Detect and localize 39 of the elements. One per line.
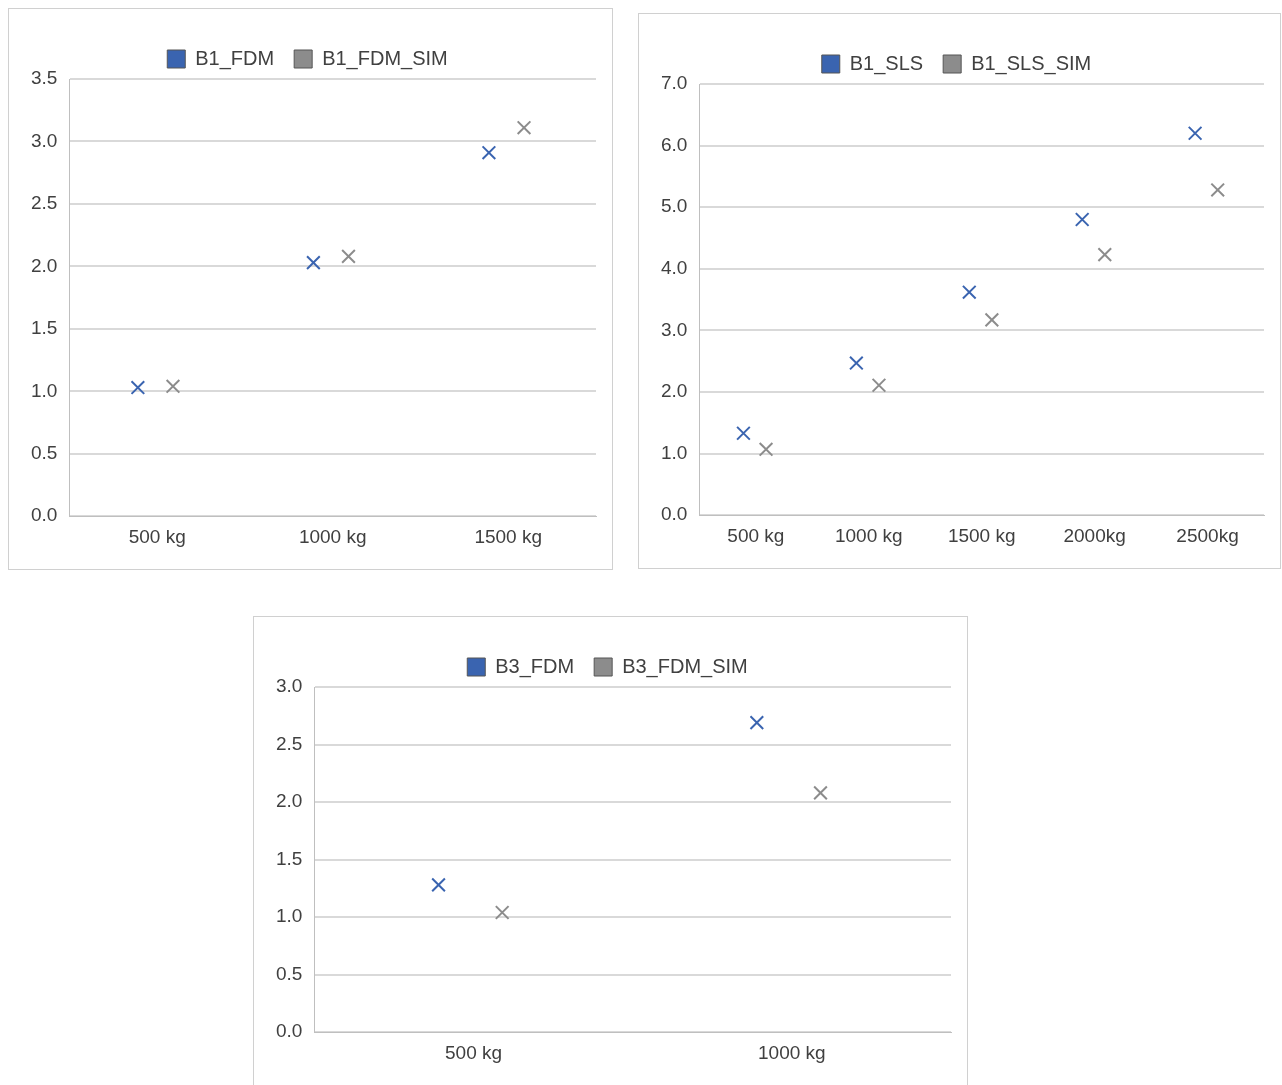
legend-label: B3_FDM [495,654,575,678]
y-tick-label: 2.5 [275,732,303,754]
x-tick-label: 1000 kg [834,524,903,546]
legend-label: B1_FDM [195,46,275,70]
legend-label: B1_SLS_SIM [971,51,1092,75]
x-tick-label: 1500 kg [474,525,543,547]
x-tick-label: 1000 kg [758,1041,826,1063]
legend-label: B1_FDM_SIM [322,46,448,70]
x-tick-label: 1000 kg [298,525,367,547]
y-tick-label: 0.0 [660,503,688,525]
y-tick-label: 0.0 [275,1020,303,1042]
y-tick-label: 3.5 [30,67,58,89]
y-tick-label: 3.0 [275,675,303,697]
x-tick-label: 500 kg [128,525,186,547]
legend-label: B3_FDM_SIM [622,654,748,678]
x-tick-label: 1500 kg [947,524,1016,546]
x-tick-label: 2000kg [1063,524,1126,546]
y-tick-label: 4.0 [660,257,688,279]
y-tick-label: 7.0 [660,72,688,94]
x-tick-label: 500 kg [445,1041,503,1063]
y-tick-label: 3.0 [30,129,58,151]
y-tick-label: 1.0 [660,441,688,463]
legend-label: B1_SLS [849,51,924,75]
y-tick-label: 0.5 [30,441,58,463]
y-tick-label: 0.0 [30,504,58,526]
y-tick-label: 2.0 [660,380,688,402]
y-tick-label: 0.5 [275,962,303,984]
y-tick-label: 1.5 [30,317,58,339]
y-tick-label: 2.0 [30,254,58,276]
y-tick-label: 2.5 [30,192,58,214]
y-tick-label: 1.0 [275,905,303,927]
x-tick-label: 2500kg [1176,524,1239,546]
y-tick-label: 3.0 [660,318,688,340]
x-tick-label: 500 kg [727,524,785,546]
y-tick-label: 2.0 [275,790,303,812]
y-tick-label: 1.0 [30,379,58,401]
y-tick-label: 5.0 [660,195,688,217]
y-tick-label: 1.5 [275,847,303,869]
y-tick-label: 6.0 [660,133,688,155]
